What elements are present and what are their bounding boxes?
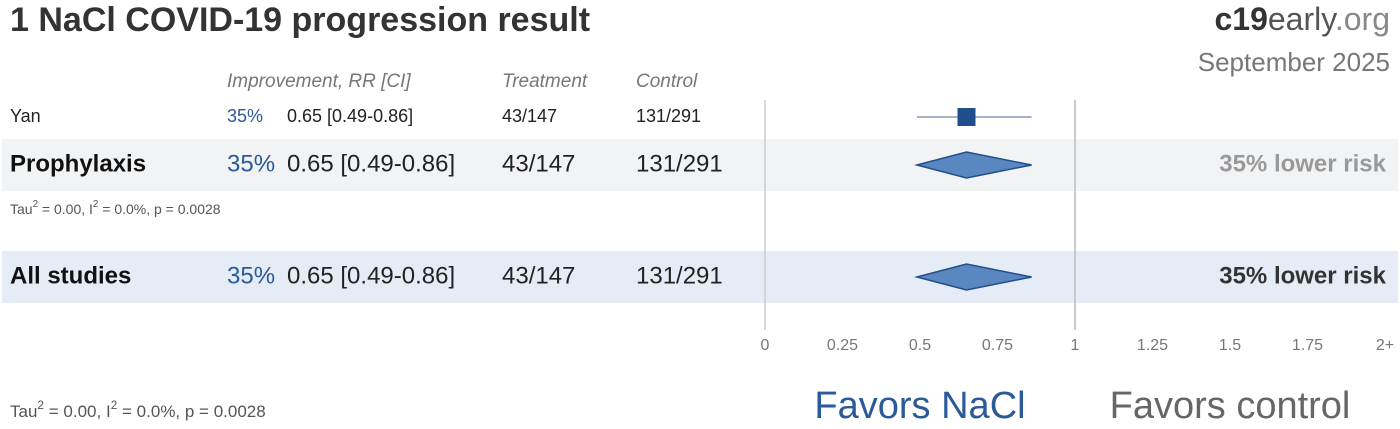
rr-label: 0.65 [0.49-0.86] — [287, 262, 455, 289]
control: 131/291 — [636, 262, 723, 289]
control: 131/291 — [636, 106, 701, 126]
x-tick-label: 0.75 — [982, 337, 1013, 354]
row-name: Yan — [10, 106, 41, 126]
x-tick-label: 2+ — [1376, 337, 1394, 354]
summary: 35% lower risk — [1219, 262, 1386, 289]
row-name: All studies — [10, 262, 131, 289]
rr-label: 0.65 [0.49-0.86] — [287, 106, 413, 126]
improvement: 35% — [227, 150, 275, 177]
heterogeneity: Tau2 = 0.00, I2 = 0.0%, p = 0.0028 — [10, 398, 266, 421]
heterogeneity-part: = 0.0%, p = 0.0028 — [98, 201, 220, 217]
x-tick-label: 1.25 — [1137, 337, 1168, 354]
effect-square — [957, 108, 976, 126]
improvement: 35% — [227, 262, 275, 289]
column-header: Improvement, RR [CI] — [227, 71, 411, 92]
date: September 2025 — [1198, 47, 1390, 77]
heterogeneity-part: Tau — [10, 201, 33, 217]
treatment: 43/147 — [502, 106, 557, 126]
favors-control: Favors control — [1110, 385, 1351, 427]
x-tick-label: 1.75 — [1292, 337, 1323, 354]
heterogeneity-part: 2 — [93, 199, 98, 210]
brand-part: early — [1268, 1, 1337, 37]
summary: 35% lower risk — [1219, 150, 1386, 177]
heterogeneity-part: 2 — [37, 398, 44, 412]
heterogeneity-part: 2 — [111, 398, 118, 412]
x-tick-label: 1 — [1071, 337, 1080, 354]
effect-diamond — [913, 151, 1032, 179]
effect-diamond — [913, 263, 1032, 291]
x-tick-label: 0.25 — [827, 337, 858, 354]
heterogeneity-part: = 0.0%, p = 0.0028 — [117, 402, 265, 421]
x-tick-label: 0 — [761, 337, 770, 354]
row-band — [2, 139, 1398, 191]
control: 131/291 — [636, 150, 723, 177]
brand: c19early.org — [1214, 1, 1390, 37]
column-header: Treatment — [502, 71, 588, 92]
rr-label: 0.65 [0.49-0.86] — [287, 150, 455, 177]
chart-title: 1 NaCl COVID-19 progression result — [10, 1, 590, 39]
heterogeneity-part: = 0.00, I — [38, 201, 93, 217]
heterogeneity-part: 2 — [33, 199, 38, 210]
row-name: Prophylaxis — [10, 150, 146, 177]
x-tick-label: 1.5 — [1219, 337, 1241, 354]
x-tick-label: 0.5 — [909, 337, 931, 354]
brand-part: c19 — [1214, 1, 1267, 37]
treatment: 43/147 — [502, 150, 575, 177]
treatment: 43/147 — [502, 262, 575, 289]
brand-part: .org — [1335, 1, 1390, 37]
heterogeneity: Tau2 = 0.00, I2 = 0.0%, p = 0.0028 — [10, 199, 221, 217]
column-header: Control — [636, 71, 698, 92]
row-band — [2, 251, 1398, 303]
heterogeneity-part: = 0.00, I — [44, 402, 111, 421]
favors-treatment: Favors NaCl — [814, 385, 1025, 427]
heterogeneity-part: Tau — [10, 402, 37, 421]
improvement: 35% — [227, 106, 263, 126]
